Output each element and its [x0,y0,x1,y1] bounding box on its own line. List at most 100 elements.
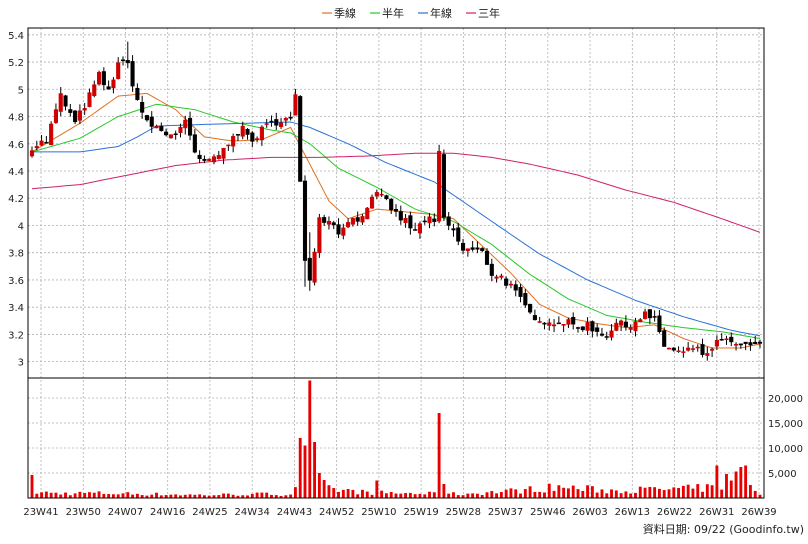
candle-down [135,87,140,100]
volume-bar [78,491,82,498]
candle-up [714,339,719,347]
candle-down [757,341,763,344]
volume-bar [255,492,259,498]
volume-bar [97,491,101,498]
volume-bar [456,495,460,498]
x-tick-label: 25W37 [488,507,523,518]
volume-bar [514,489,518,498]
candle-up [39,140,44,146]
volume-bar [437,413,441,498]
candle-down [331,222,336,226]
volume-bar [384,493,388,498]
candle-down [106,86,111,90]
candle-up [58,93,63,112]
price-tick-label: 4.4 [8,167,24,178]
volume-bar [332,488,336,498]
price-tick-label: 5 [18,85,24,96]
candle-up [178,126,183,133]
volume-bar [308,380,312,498]
volume-tick-label: 15,000 [768,419,803,430]
candle-up [417,223,422,234]
candle-down [729,336,734,343]
candle-down [269,120,274,123]
volume-bar [370,494,374,498]
volume-bar [528,486,532,498]
candle-down [408,215,413,229]
candle-up [312,251,317,283]
x-tick-label: 25W28 [446,507,481,518]
volume-bar [145,495,149,498]
volume-bar [566,488,570,498]
x-tick-label: 24W52 [319,507,354,518]
volume-bar [380,490,384,498]
volume-bar [509,488,513,498]
x-tick-label: 26W03 [572,507,607,518]
volume-bar [131,494,135,498]
candle-down [192,134,197,153]
volume-bar [260,492,264,498]
candle-down [480,248,485,251]
candle-up [293,94,298,116]
volume-bar [547,483,551,498]
volume-bar [298,438,302,498]
volume-bar [241,495,245,498]
candle-up [710,348,715,351]
candle-down [753,341,758,345]
candle-down [475,247,480,250]
volume-bar [413,494,417,498]
candle-up [341,227,346,236]
candle-up [283,118,288,121]
candle-up [77,110,82,121]
volume-bar [418,493,422,498]
volume-bar [753,490,757,498]
candle-up [255,138,260,140]
candle-down [164,131,169,136]
volume-bar [677,488,681,498]
candle-down [44,142,49,144]
candle-down [73,110,78,123]
candle-up [350,218,355,225]
candle-down [355,217,360,222]
candle-up [566,319,571,325]
candle-up [207,158,212,161]
volume-bar [35,493,39,498]
candle-down [130,61,135,87]
volume-bar [586,485,590,498]
x-tick-label: 25W19 [403,507,438,518]
candle-up [240,125,245,137]
volume-bar [193,494,197,498]
x-tick-label: 24W16 [150,507,185,518]
candle-up [681,351,686,353]
volume-bar [504,489,508,498]
candle-up [87,92,92,107]
volume-bar [174,494,178,498]
volume-bar [543,492,546,498]
volume-bar [164,495,168,498]
volume-bar [289,494,293,498]
candle-up [499,275,504,278]
volume-bar [662,490,666,498]
volume-bar [73,493,77,498]
candle-down [274,119,279,126]
volume-bar [222,493,226,498]
candle-up [374,192,379,197]
x-tick-label: 23W50 [66,507,101,518]
volume-bar [284,495,288,498]
candle-down [149,116,154,127]
volume-bar [461,495,465,498]
volume-bar [341,489,345,498]
candle-up [614,322,619,331]
volume-bar [188,494,192,498]
volume-bar [270,494,273,498]
candle-up [695,346,700,349]
legend-label: 半年 [382,6,404,20]
candle-up [724,338,729,341]
volume-bar [705,484,709,498]
candle-down [657,315,662,332]
volume-bar [452,492,455,498]
candle-down [389,198,394,211]
volume-tick-label: 5,000 [768,469,797,480]
volume-bar [744,465,748,498]
candle-up [264,123,269,125]
volume-bar [643,487,647,498]
